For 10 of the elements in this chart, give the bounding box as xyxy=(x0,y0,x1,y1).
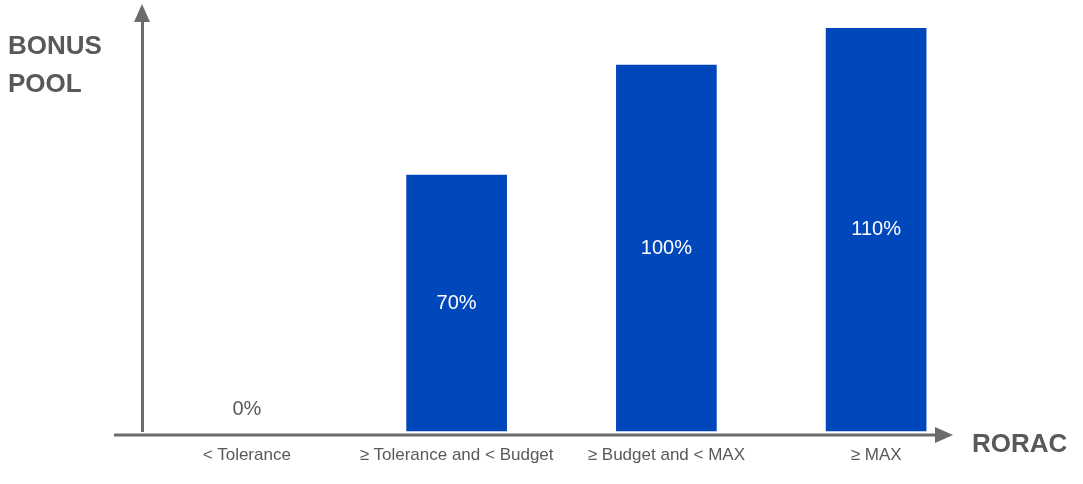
x-tick-label: < Tolerance xyxy=(202,445,291,465)
data-label: 110% xyxy=(851,217,902,240)
data-label: 70% xyxy=(436,290,477,313)
data-label: 100% xyxy=(640,235,693,258)
y-axis-title: BONUS POOL xyxy=(8,29,103,100)
data-label: 0% xyxy=(232,397,262,420)
x-tick-label: ≥ Tolerance and < Budget xyxy=(359,445,554,465)
x-axis-title: RORAC xyxy=(972,428,1068,459)
x-tick-label: ≥ MAX xyxy=(850,445,902,465)
x-tick-label: ≥ Budget and < MAX xyxy=(587,445,745,465)
